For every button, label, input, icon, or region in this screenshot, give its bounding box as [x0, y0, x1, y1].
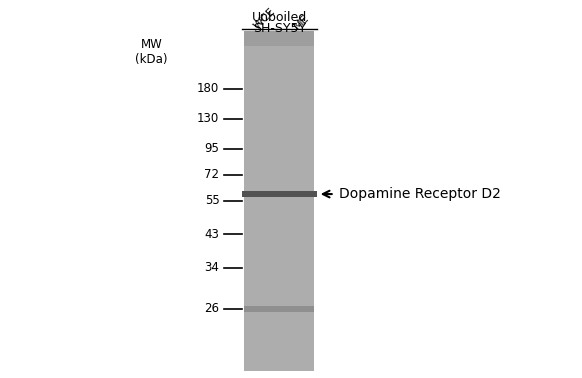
Text: 34: 34	[204, 262, 219, 274]
Text: 55: 55	[205, 194, 219, 207]
Text: 43: 43	[204, 228, 219, 241]
Bar	[244, 31, 314, 370]
Text: SH-SY5Y: SH-SY5Y	[253, 22, 306, 35]
Bar	[244, 31, 314, 46]
Text: 26: 26	[204, 302, 219, 316]
Text: (kDa): (kDa)	[135, 53, 168, 65]
Text: ME: ME	[293, 12, 311, 31]
Text: 180: 180	[197, 82, 219, 95]
Text: WCE: WCE	[252, 6, 277, 31]
Text: Dopamine Receptor D2: Dopamine Receptor D2	[339, 187, 501, 201]
Text: 72: 72	[204, 168, 219, 181]
Text: 130: 130	[197, 112, 219, 125]
Bar	[242, 191, 317, 197]
Text: MW: MW	[140, 37, 162, 51]
Bar	[244, 306, 314, 311]
Text: 95: 95	[204, 142, 219, 155]
Text: Unboiled: Unboiled	[252, 11, 307, 23]
